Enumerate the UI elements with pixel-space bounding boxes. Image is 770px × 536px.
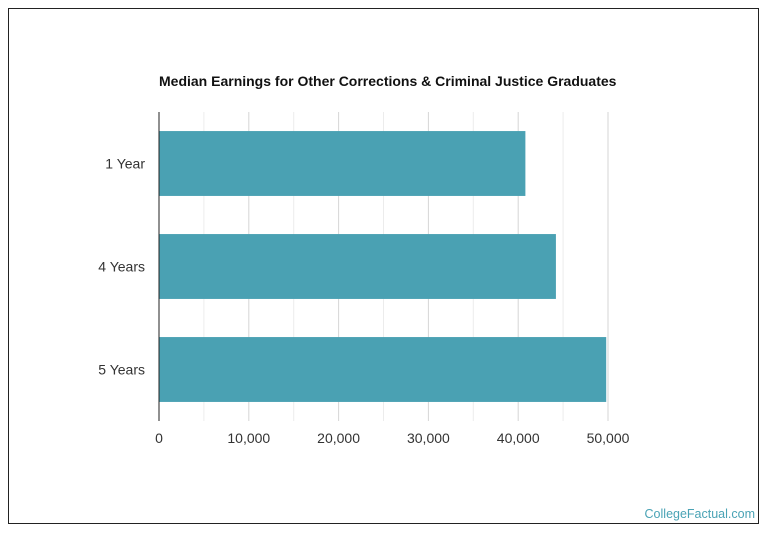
bar <box>159 131 526 196</box>
x-tick-label: 30,000 <box>407 430 450 446</box>
bar <box>159 234 556 299</box>
x-tick-label: 40,000 <box>497 430 540 446</box>
category-label: 5 Years <box>98 362 145 378</box>
category-label: 1 Year <box>105 156 145 172</box>
watermark-link[interactable]: CollegeFactual.com <box>644 507 755 521</box>
x-tick-label: 0 <box>155 430 163 446</box>
chart-title: Median Earnings for Other Corrections & … <box>159 73 617 89</box>
bar <box>159 337 607 402</box>
x-tick-label: 10,000 <box>227 430 270 446</box>
x-tick-label: 20,000 <box>317 430 360 446</box>
x-tick-label: 50,000 <box>587 430 630 446</box>
category-label: 4 Years <box>98 259 145 275</box>
